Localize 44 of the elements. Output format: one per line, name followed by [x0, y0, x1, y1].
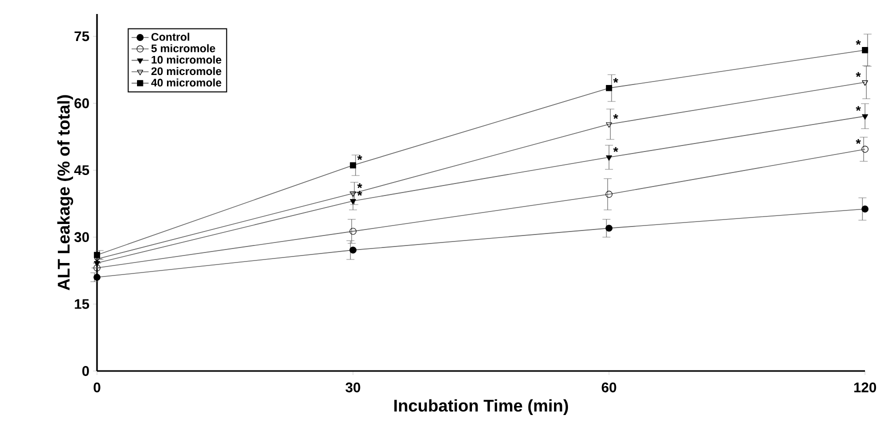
x-tick-label: 0 — [94, 382, 100, 392]
annotation: * — [357, 155, 362, 160]
point — [606, 155, 612, 161]
y-tick-label: 45 — [74, 165, 90, 176]
point — [606, 122, 612, 128]
y-axis-title: ALT Leakage (% of total) — [57, 95, 74, 290]
point — [606, 84, 612, 92]
point — [862, 47, 868, 54]
point — [862, 114, 868, 120]
y-tick-label: 0 — [82, 366, 89, 376]
y-tick-label: 15 — [74, 299, 90, 309]
point — [862, 80, 868, 86]
y-tick-label: 75 — [74, 31, 90, 42]
legend-label: 5 micromole — [151, 44, 216, 52]
annotation: * — [357, 183, 362, 188]
legend-label: 20 micromole — [151, 67, 222, 76]
annotation: * — [613, 78, 618, 83]
point — [350, 228, 356, 235]
annotation: * — [613, 147, 618, 152]
x-tick-label: 30 — [346, 382, 360, 392]
point — [862, 146, 868, 153]
point — [606, 190, 612, 198]
annotation: * — [856, 106, 861, 111]
annotation: * — [357, 190, 362, 196]
point — [94, 261, 100, 266]
point — [350, 199, 356, 204]
legend-label: 10 micromole — [152, 56, 222, 64]
point — [94, 264, 100, 272]
x-axis-title: Incubation Time (min) — [394, 399, 568, 416]
y-tick-label: 60 — [74, 98, 89, 108]
annotation: * — [613, 114, 618, 119]
annotation: * — [856, 40, 861, 45]
point — [350, 191, 356, 197]
legend-label: Control — [151, 32, 190, 41]
x-tick-label: 60 — [602, 382, 616, 392]
legend-label: 40 micromole — [151, 78, 222, 87]
point — [862, 206, 868, 212]
y-tick-label: 30 — [74, 232, 89, 242]
annotation: * — [856, 139, 861, 144]
annotation: * — [856, 72, 861, 77]
point — [350, 246, 356, 254]
point — [350, 162, 356, 168]
point — [606, 224, 612, 232]
x-tick-label: 120 — [854, 382, 876, 392]
